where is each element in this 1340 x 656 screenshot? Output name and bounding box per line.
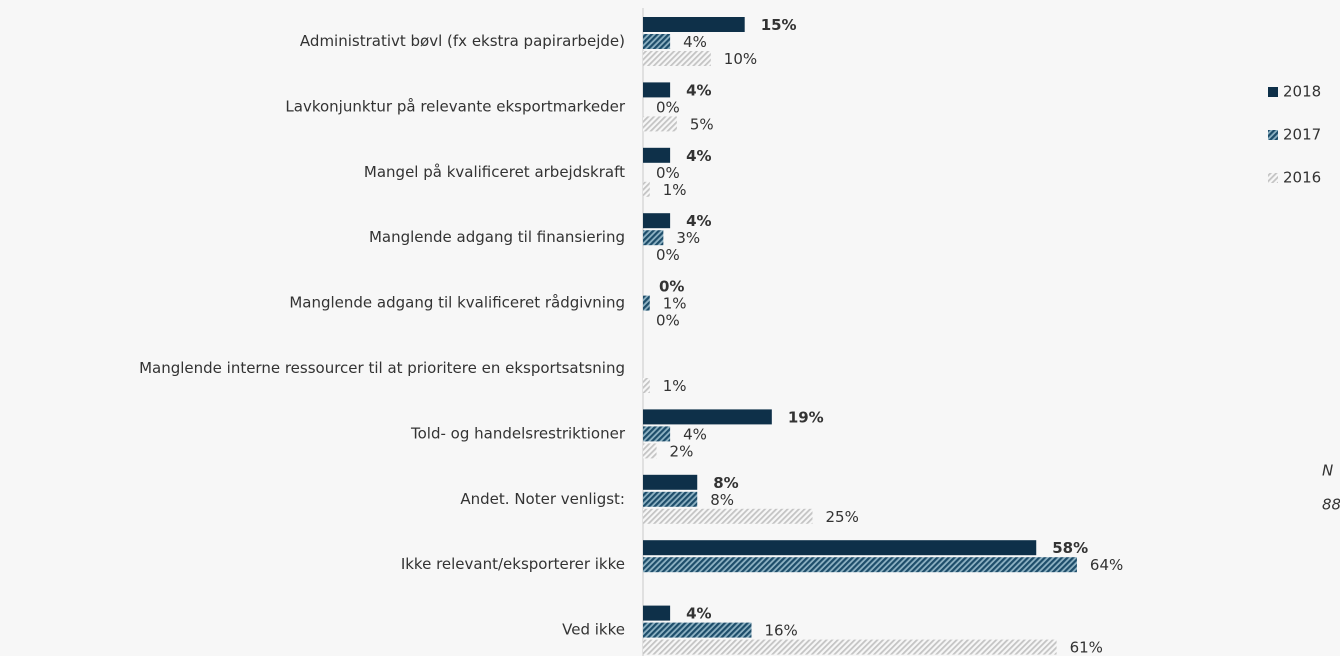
value-label: 3% <box>676 229 700 247</box>
bar <box>643 540 1037 556</box>
value-label: 19% <box>788 408 824 426</box>
value-label: 4% <box>686 605 711 623</box>
value-label: 58% <box>1052 539 1088 557</box>
bar <box>643 605 671 621</box>
category-label: Manglende adgang til finansiering <box>369 228 625 246</box>
value-label: 4% <box>686 81 711 99</box>
category-label: Administrativt bøvl (fx ekstra papirarbe… <box>300 32 625 50</box>
bar <box>643 491 698 507</box>
value-label: 8% <box>713 474 738 492</box>
bar <box>643 116 677 132</box>
value-label: 5% <box>690 115 714 133</box>
value-label: 64% <box>1090 556 1123 574</box>
category-label: Manglende interne ressourcer til at prio… <box>139 359 625 377</box>
value-label: 1% <box>663 377 687 395</box>
bar <box>643 17 745 32</box>
bar <box>643 443 657 459</box>
value-label: 1% <box>663 181 687 199</box>
value-label: 8% <box>710 491 734 509</box>
bar <box>643 557 1077 573</box>
value-label: 2% <box>670 442 694 460</box>
category-label: Ved ikke <box>562 621 625 639</box>
value-label: 0% <box>656 164 680 182</box>
legend-label: 2016 <box>1283 169 1321 187</box>
annotation: 88 <box>1322 496 1340 514</box>
value-label: 0% <box>656 98 680 116</box>
category-label: Mangel på kvalificeret arbejdskraft <box>364 163 625 181</box>
value-label: 61% <box>1070 639 1103 656</box>
bar <box>643 51 711 66</box>
bar <box>643 474 698 490</box>
bar <box>643 295 650 311</box>
legend-swatch <box>1268 130 1278 140</box>
value-label: 0% <box>656 312 680 330</box>
bar <box>643 82 671 98</box>
bar <box>643 230 664 246</box>
legend-label: 2018 <box>1283 83 1321 101</box>
bar <box>643 508 813 524</box>
category-label: Manglende adgang til kvalificeret rådgiv… <box>289 294 625 312</box>
category-label: Andet. Noter venligst: <box>460 490 625 508</box>
bar <box>643 181 650 197</box>
bar <box>643 378 650 393</box>
legend-swatch <box>1268 173 1278 183</box>
bar <box>643 622 752 638</box>
legend-swatch <box>1268 87 1278 97</box>
value-label: 0% <box>659 278 684 296</box>
bar <box>643 213 671 229</box>
category-label: Ikke relevant/eksporterer ikke <box>401 555 625 573</box>
value-label: 1% <box>663 295 687 313</box>
value-label: 4% <box>683 425 707 443</box>
value-label: 4% <box>686 147 711 165</box>
bar <box>643 147 671 163</box>
annotation: N <box>1322 462 1333 480</box>
value-label: 25% <box>826 508 859 526</box>
bar <box>643 639 1057 655</box>
value-label: 16% <box>764 622 797 640</box>
category-label: Told- og handelsrestriktioner <box>410 424 626 442</box>
legend-label: 2017 <box>1283 126 1321 144</box>
value-label: 4% <box>683 33 707 51</box>
value-label: 15% <box>761 16 797 34</box>
value-label: 0% <box>656 246 680 264</box>
value-label: 4% <box>686 212 711 230</box>
bar <box>643 34 671 49</box>
category-label: Lavkonjunktur på relevante eksportmarked… <box>285 97 625 115</box>
bar <box>643 409 772 425</box>
bar <box>643 426 671 442</box>
value-label: 10% <box>724 50 757 68</box>
